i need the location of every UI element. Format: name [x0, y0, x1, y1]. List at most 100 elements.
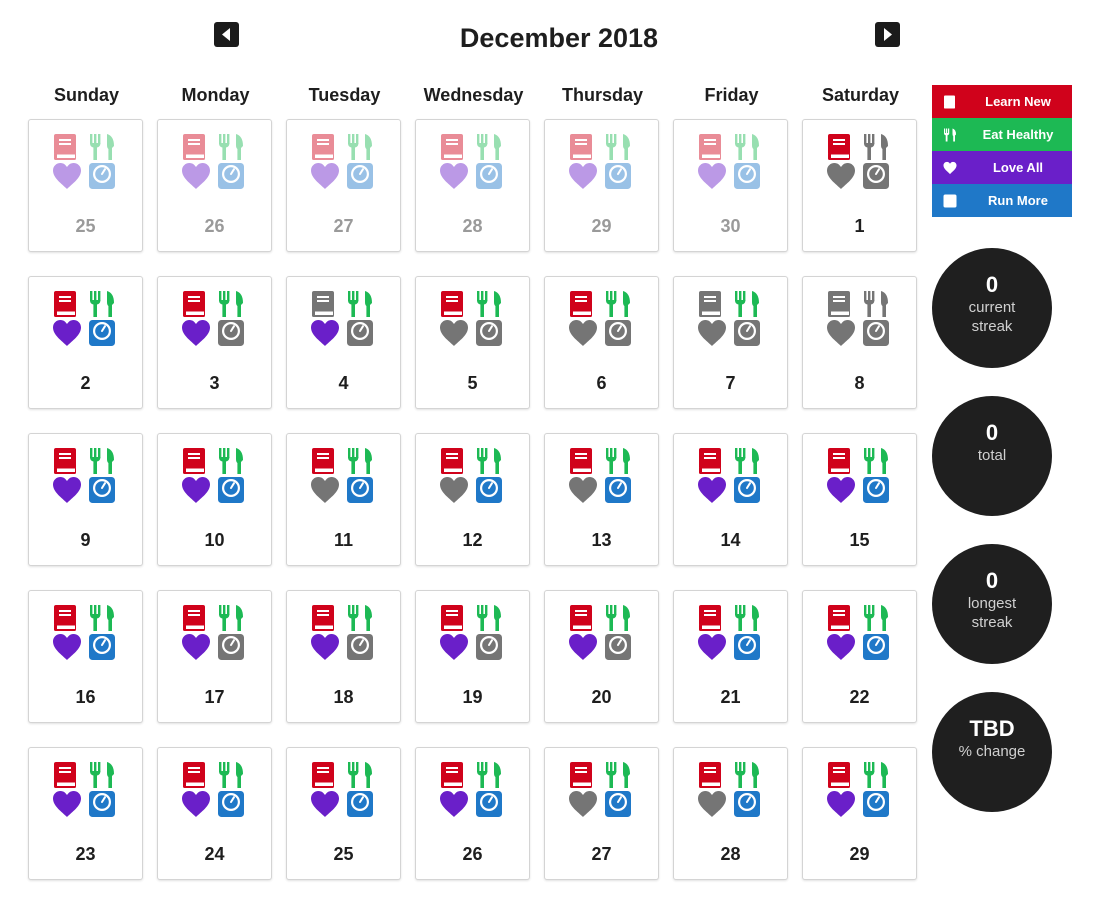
fork-knife-icon[interactable] — [862, 447, 892, 475]
heart-icon[interactable] — [181, 162, 211, 190]
heart-icon[interactable] — [181, 790, 211, 818]
legend-item-eat[interactable]: Eat Healthy — [932, 118, 1072, 151]
heart-icon[interactable] — [181, 319, 211, 347]
heart-icon[interactable] — [826, 790, 856, 818]
day-cell[interactable]: 4 — [286, 276, 401, 409]
fork-knife-icon[interactable] — [88, 604, 118, 632]
heart-icon[interactable] — [310, 162, 340, 190]
heart-icon[interactable] — [439, 476, 469, 504]
fork-knife-icon[interactable] — [862, 604, 892, 632]
heart-icon[interactable] — [52, 319, 82, 347]
fork-knife-icon[interactable] — [475, 290, 505, 318]
heart-icon[interactable] — [568, 162, 598, 190]
day-cell[interactable]: 23 — [28, 747, 143, 880]
heart-icon[interactable] — [310, 319, 340, 347]
book-icon[interactable] — [697, 290, 727, 318]
fork-knife-icon[interactable] — [88, 290, 118, 318]
day-cell[interactable]: 19 — [415, 590, 530, 723]
scale-icon[interactable] — [217, 633, 247, 661]
scale-icon[interactable] — [346, 162, 376, 190]
next-month-button[interactable] — [875, 22, 900, 47]
book-icon[interactable] — [310, 133, 340, 161]
book-icon[interactable] — [52, 604, 82, 632]
day-cell[interactable]: 12 — [415, 433, 530, 566]
fork-knife-icon[interactable] — [733, 447, 763, 475]
day-cell[interactable]: 29 — [802, 747, 917, 880]
heart-icon[interactable] — [568, 790, 598, 818]
scale-icon[interactable] — [604, 162, 634, 190]
fork-knife-icon[interactable] — [862, 761, 892, 789]
day-cell[interactable]: 16 — [28, 590, 143, 723]
day-cell[interactable]: 9 — [28, 433, 143, 566]
fork-knife-icon[interactable] — [733, 290, 763, 318]
day-cell[interactable]: 25 — [28, 119, 143, 252]
book-icon[interactable] — [697, 133, 727, 161]
fork-knife-icon[interactable] — [346, 290, 376, 318]
scale-icon[interactable] — [862, 633, 892, 661]
day-cell[interactable]: 28 — [415, 119, 530, 252]
fork-knife-icon[interactable] — [346, 447, 376, 475]
book-icon[interactable] — [826, 604, 856, 632]
heart-icon[interactable] — [310, 476, 340, 504]
fork-knife-icon[interactable] — [733, 133, 763, 161]
day-cell[interactable]: 30 — [673, 119, 788, 252]
book-icon[interactable] — [52, 447, 82, 475]
fork-knife-icon[interactable] — [862, 133, 892, 161]
fork-knife-icon[interactable] — [88, 761, 118, 789]
fork-knife-icon[interactable] — [217, 761, 247, 789]
heart-icon[interactable] — [697, 162, 727, 190]
heart-icon[interactable] — [697, 633, 727, 661]
book-icon[interactable] — [826, 447, 856, 475]
day-cell[interactable]: 28 — [673, 747, 788, 880]
book-icon[interactable] — [52, 133, 82, 161]
scale-icon[interactable] — [862, 790, 892, 818]
legend-item-run[interactable]: Run More — [932, 184, 1072, 217]
day-cell[interactable]: 21 — [673, 590, 788, 723]
heart-icon[interactable] — [568, 476, 598, 504]
scale-icon[interactable] — [88, 162, 118, 190]
book-icon[interactable] — [310, 290, 340, 318]
fork-knife-icon[interactable] — [475, 761, 505, 789]
scale-icon[interactable] — [475, 319, 505, 347]
fork-knife-icon[interactable] — [88, 447, 118, 475]
day-cell[interactable]: 1 — [802, 119, 917, 252]
scale-icon[interactable] — [862, 162, 892, 190]
scale-icon[interactable] — [733, 319, 763, 347]
day-cell[interactable]: 27 — [286, 119, 401, 252]
fork-knife-icon[interactable] — [346, 761, 376, 789]
fork-knife-icon[interactable] — [604, 604, 634, 632]
book-icon[interactable] — [439, 290, 469, 318]
heart-icon[interactable] — [181, 633, 211, 661]
scale-icon[interactable] — [88, 319, 118, 347]
book-icon[interactable] — [181, 447, 211, 475]
heart-icon[interactable] — [826, 319, 856, 347]
book-icon[interactable] — [826, 761, 856, 789]
scale-icon[interactable] — [475, 633, 505, 661]
day-cell[interactable]: 5 — [415, 276, 530, 409]
book-icon[interactable] — [181, 290, 211, 318]
fork-knife-icon[interactable] — [604, 761, 634, 789]
heart-icon[interactable] — [826, 162, 856, 190]
fork-knife-icon[interactable] — [217, 604, 247, 632]
scale-icon[interactable] — [217, 476, 247, 504]
heart-icon[interactable] — [439, 162, 469, 190]
fork-knife-icon[interactable] — [733, 761, 763, 789]
fork-knife-icon[interactable] — [346, 133, 376, 161]
scale-icon[interactable] — [733, 476, 763, 504]
scale-icon[interactable] — [862, 319, 892, 347]
book-icon[interactable] — [568, 604, 598, 632]
day-cell[interactable]: 22 — [802, 590, 917, 723]
heart-icon[interactable] — [52, 633, 82, 661]
heart-icon[interactable] — [697, 319, 727, 347]
book-icon[interactable] — [568, 290, 598, 318]
scale-icon[interactable] — [217, 790, 247, 818]
day-cell[interactable]: 20 — [544, 590, 659, 723]
scale-icon[interactable] — [346, 476, 376, 504]
fork-knife-icon[interactable] — [862, 290, 892, 318]
prev-month-button[interactable] — [214, 22, 239, 47]
book-icon[interactable] — [697, 447, 727, 475]
heart-icon[interactable] — [439, 790, 469, 818]
book-icon[interactable] — [310, 447, 340, 475]
scale-icon[interactable] — [475, 162, 505, 190]
heart-icon[interactable] — [568, 319, 598, 347]
